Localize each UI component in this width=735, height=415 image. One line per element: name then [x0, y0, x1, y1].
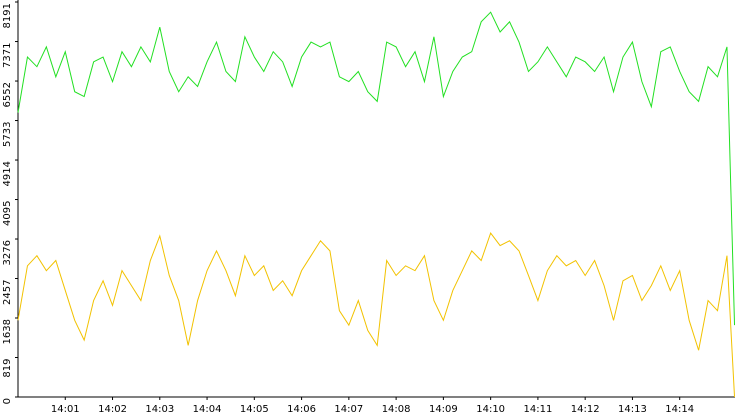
series-line	[17, 11, 735, 326]
y-tick-label: 5733	[2, 122, 13, 147]
x-tick-label: 14:09	[429, 404, 458, 415]
y-tick-label: 1638	[2, 319, 13, 344]
x-tick-label: 14:10	[476, 404, 505, 415]
y-tick-label: 4095	[2, 201, 13, 226]
y-tick-label: 7371	[2, 43, 13, 68]
x-tick-label: 14:03	[145, 404, 174, 415]
x-tick-label: 14:12	[571, 404, 600, 415]
x-tick-label: 14:02	[98, 404, 127, 415]
x-tick-label: 14:06	[287, 404, 316, 415]
y-tick-label: 819	[2, 359, 13, 378]
y-tick-label: 0	[2, 398, 13, 404]
x-tick-label: 14:05	[240, 404, 269, 415]
x-tick-label: 14:07	[334, 404, 363, 415]
y-tick-label: 3276	[2, 240, 13, 265]
x-tick-label: 14:11	[523, 404, 552, 415]
y-tick-label: 6552	[2, 82, 13, 107]
y-tick-label: 8191	[2, 3, 13, 28]
series-line	[17, 231, 735, 398]
y-tick-label: 2457	[2, 280, 13, 305]
x-tick-label: 14:13	[618, 404, 647, 415]
x-tick-label: 14:08	[382, 404, 411, 415]
x-tick-label: 14:04	[193, 404, 222, 415]
x-tick-label: 14:14	[665, 404, 694, 415]
x-tick-label: 14:01	[51, 404, 80, 415]
y-tick-label: 4914	[2, 161, 13, 186]
